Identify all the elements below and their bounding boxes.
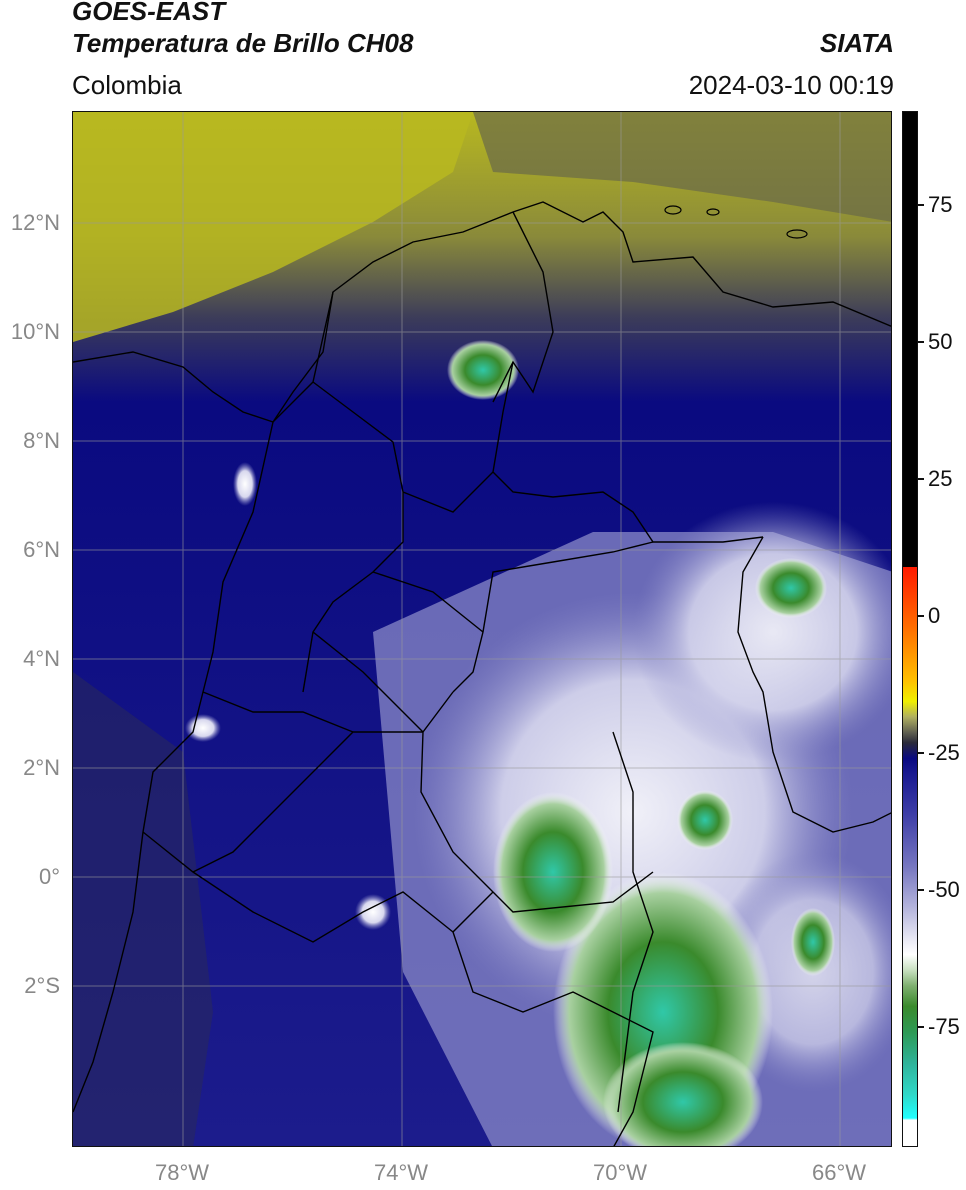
datetime-label: 2024-03-10 00:19 — [688, 70, 894, 100]
lon-label-74w: 74°W — [373, 1160, 429, 1185]
colorbar — [902, 111, 918, 1147]
colorbar-label-50: 50 — [928, 329, 953, 354]
lat-label-8n: 8°N — [23, 428, 60, 453]
lat-label-10n: 10°N — [10, 319, 60, 344]
lat-label-2s: 2°S — [24, 973, 60, 998]
colorbar-label-neg25: -25 — [928, 740, 960, 765]
graticule — [73, 112, 891, 1146]
source-label: SIATA — [819, 28, 894, 58]
colorbar-label-neg50: -50 — [928, 877, 960, 902]
borders — [73, 201, 891, 1146]
colorbar-label-0: 0 — [928, 603, 941, 628]
lat-label-2n: 2°N — [23, 755, 60, 780]
colorbar-label-75: 75 — [928, 192, 953, 217]
convective-cell-east — [755, 558, 827, 618]
map-panel[interactable] — [72, 111, 892, 1147]
pacific-dark-region — [73, 672, 213, 1146]
dry-air-region — [73, 112, 473, 342]
convective-cell-north — [447, 340, 519, 400]
satellite-title: GOES-EAST — [72, 0, 226, 26]
satellite-map — [73, 112, 891, 1146]
colorbar-label-neg75: -75 — [928, 1014, 960, 1039]
product-title: Temperatura de Brillo CH08 — [72, 28, 414, 58]
lat-label-12n: 12°N — [10, 210, 60, 235]
lat-label-4n: 4°N — [23, 646, 60, 671]
lon-label-66w: 66°W — [811, 1160, 867, 1185]
colorbar-label-25: 25 — [928, 466, 953, 491]
region-label: Colombia — [72, 70, 182, 100]
lat-label-6n: 6°N — [23, 537, 60, 562]
lon-label-78w: 78°W — [154, 1160, 210, 1185]
lon-label-70w: 70°W — [592, 1160, 648, 1185]
lat-label-0: 0° — [38, 864, 60, 889]
